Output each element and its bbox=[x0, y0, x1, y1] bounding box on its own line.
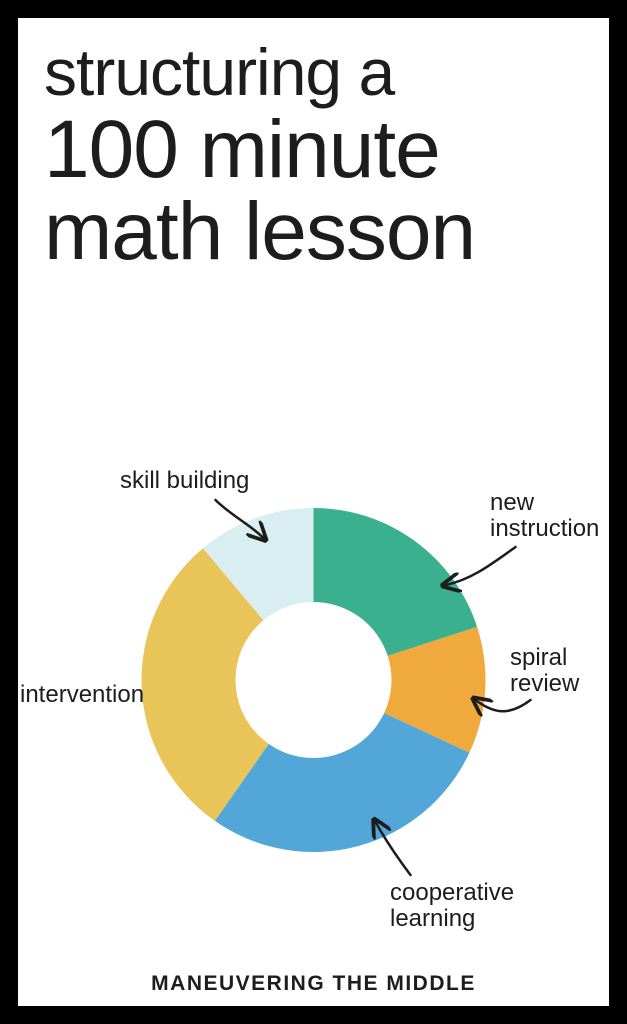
title-line-2: 100 minute bbox=[44, 109, 583, 191]
label-skill-building: skill building bbox=[120, 468, 249, 494]
label-intervention: intervention bbox=[20, 682, 144, 708]
title-line-3: math lesson bbox=[44, 191, 583, 273]
title-line-1: structuring a bbox=[44, 38, 583, 107]
page-title: structuring a 100 minute math lesson bbox=[44, 38, 583, 273]
label-spiral-review: spiralreview bbox=[510, 645, 579, 698]
footer-brand: MANEUVERING THE MIDDLE bbox=[0, 972, 627, 996]
donut-chart: newinstruction spiralreview cooperativel… bbox=[0, 430, 627, 930]
label-new-instruction: newinstruction bbox=[490, 490, 599, 543]
label-cooperative-learning: cooperativelearning bbox=[390, 880, 514, 933]
slice-new-instruction bbox=[313, 508, 477, 656]
arrow-new-instruction bbox=[445, 547, 515, 585]
